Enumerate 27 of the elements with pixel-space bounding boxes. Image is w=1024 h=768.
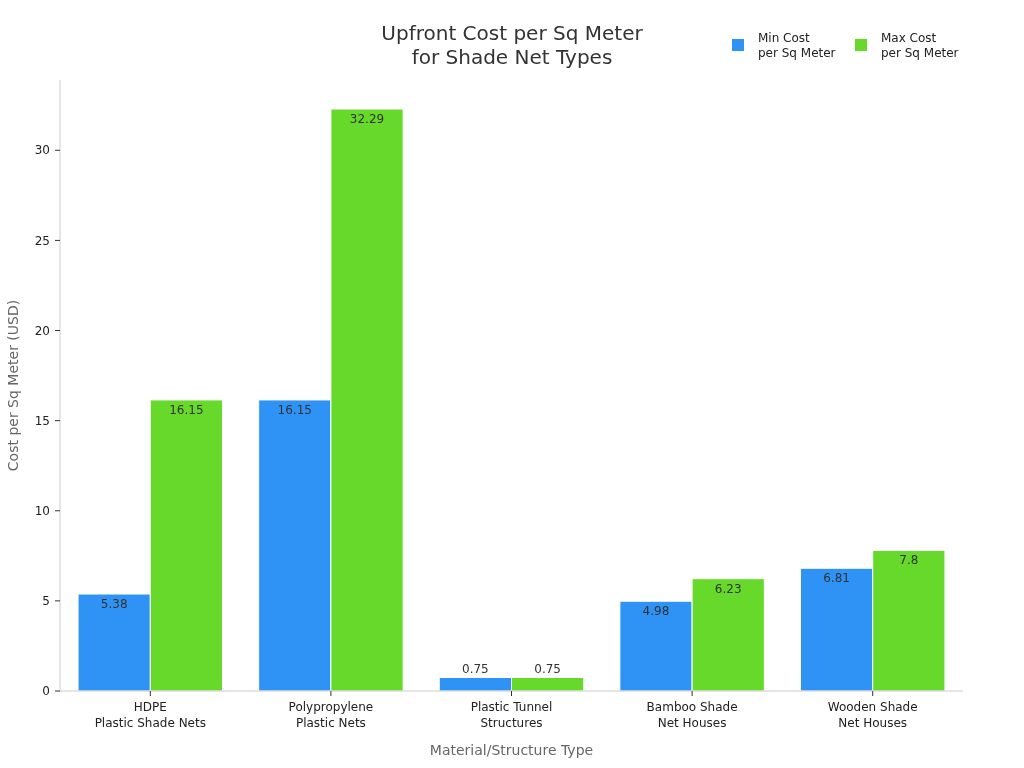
data-label: 6.81 xyxy=(823,571,850,586)
x-tick-label: Wooden Shade Net Houses xyxy=(827,700,918,730)
y-tick-label: 20 xyxy=(34,323,50,338)
data-label: 6.23 xyxy=(714,581,742,596)
y-axis-title: Cost per Sq Meter (USD) xyxy=(5,299,21,472)
data-label: 4.98 xyxy=(642,604,670,619)
y-tick-label: 0 xyxy=(42,684,50,699)
data-label: 0.75 xyxy=(534,662,561,677)
legend-label: Min Cost per Sq Meter xyxy=(758,31,836,60)
y-tick-label: 15 xyxy=(34,413,50,428)
x-axis-title: Material/Structure Type xyxy=(429,742,594,758)
data-label: 16.15 xyxy=(169,402,204,417)
y-tick-label: 5 xyxy=(42,594,50,609)
chart-title: Upfront Cost per Sq Meter for Shade Net Types xyxy=(381,21,644,69)
data-label: 7.8 xyxy=(899,553,919,568)
x-tick-label: Polypropylene Plastic Nets xyxy=(288,700,374,730)
x-tick-label: Bamboo Shade Net Houses xyxy=(646,700,738,730)
data-label: 16.15 xyxy=(277,402,312,417)
x-tick-label: Plastic Tunnel Structures xyxy=(470,700,553,730)
y-tick-label: 10 xyxy=(34,503,50,518)
legend-label: Max Cost per Sq Meter xyxy=(881,31,959,60)
y-tick-label: 30 xyxy=(34,143,50,158)
data-label: 0.75 xyxy=(462,662,489,677)
data-label: 5.38 xyxy=(100,597,128,612)
y-tick-label: 25 xyxy=(34,233,50,248)
data-label: 32.29 xyxy=(349,112,385,127)
x-tick-label: HDPE Plastic Shade Nets xyxy=(94,700,206,730)
